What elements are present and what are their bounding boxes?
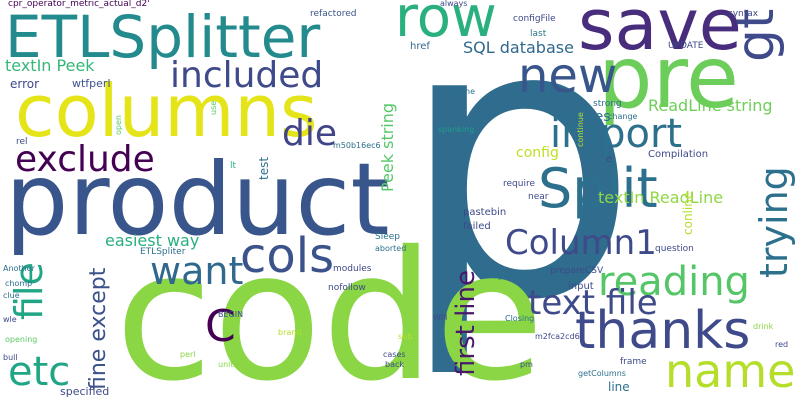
cloud-word: brand <box>278 328 302 337</box>
cloud-word: text file <box>528 283 658 323</box>
cloud-word: Peek string <box>378 102 397 192</box>
cloud-word: change <box>608 112 638 121</box>
cloud-word: question <box>655 244 694 254</box>
cloud-word: thanks <box>575 301 751 361</box>
cloud-word: ETLSpliter <box>140 247 186 257</box>
cloud-word: columns <box>15 69 318 153</box>
cloud-word: continue <box>576 112 585 147</box>
cloud-word: easiest way <box>105 231 200 250</box>
cloud-word: want <box>150 249 244 293</box>
cloud-word: near <box>528 192 549 202</box>
cloud-word: rel <box>16 137 28 147</box>
cloud-word: configFile <box>513 14 556 24</box>
cloud-word: wtfperl <box>72 77 111 90</box>
cloud-word: product <box>5 141 390 258</box>
cloud-word: pre <box>598 28 739 128</box>
cloud-word: code <box>115 213 545 400</box>
cloud-word: sub <box>398 332 413 341</box>
cloud-word: bull <box>3 353 18 362</box>
cloud-word: Compilation <box>648 149 709 160</box>
cloud-word: m2fca2cd6 <box>535 332 580 341</box>
cloud-word: first line <box>451 270 481 376</box>
cloud-word: Closing <box>505 314 535 323</box>
cloud-word: config <box>516 145 559 161</box>
cloud-word: die <box>282 113 338 154</box>
cloud-word: open <box>114 115 123 135</box>
cloud-word: Another <box>3 264 35 273</box>
cloud-word: failed <box>463 221 491 232</box>
cloud-word: require <box>503 179 535 189</box>
cloud-word: pastebin <box>463 207 507 218</box>
cloud-word: always <box>440 0 468 8</box>
cloud-word: unit <box>218 360 234 369</box>
cloud-word: cases <box>383 350 406 359</box>
cloud-word: configFile <box>478 271 516 280</box>
cloud-word: C <box>205 301 236 352</box>
cloud-word: Sleep <box>375 232 401 242</box>
cloud-word: BEGIN <box>218 310 244 319</box>
cloud-word: strong <box>593 99 622 109</box>
cloud-word: save <box>578 0 742 66</box>
cloud-word: nofollow <box>328 283 366 293</box>
cloud-word: aborted <box>375 244 407 253</box>
cloud-word: line <box>608 380 630 394</box>
cloud-word: ETLSplitter <box>5 3 321 71</box>
cloud-word: import <box>550 111 683 157</box>
cloud-word: spanking <box>438 125 475 134</box>
cloud-word: fine except <box>86 267 111 390</box>
cloud-word: p <box>398 0 640 383</box>
cloud-word: back <box>385 360 405 369</box>
cloud-word: specified <box>60 385 110 398</box>
cloud-word: Split <box>538 157 658 220</box>
cloud-word: frame <box>620 357 647 367</box>
cloud-word: cols <box>240 228 335 284</box>
cloud-word: getColumns <box>578 369 626 378</box>
cloud-word: prepareCSV <box>550 266 604 276</box>
cloud-word: red <box>775 340 789 349</box>
cloud-word: Will <box>433 313 448 322</box>
cloud-word: perl <box>180 350 196 359</box>
cloud-word: exclude <box>15 139 155 180</box>
cloud-word: ReadLine string <box>648 96 773 115</box>
cloud-word: lt <box>230 161 237 171</box>
cloud-word: wle <box>3 315 17 324</box>
cloud-word: drink <box>753 322 774 331</box>
cloud-word: new <box>518 48 618 104</box>
cloud-word: SQL database <box>463 38 574 57</box>
cloud-word: Column1 <box>505 223 657 263</box>
cloud-word: last <box>530 29 547 39</box>
cloud-word: conline <box>681 191 695 235</box>
cloud-word: opening <box>5 335 38 344</box>
cloud-word: chomp <box>5 279 33 288</box>
cloud-word: m50b16ec6 <box>333 141 381 150</box>
cloud-word: e <box>606 154 613 165</box>
cloud-word: row <box>395 0 497 50</box>
cloud-word: pm <box>520 360 533 369</box>
cloud-word: use <box>209 100 218 115</box>
cloud-word: input <box>568 281 594 292</box>
cloud-word: name <box>665 344 796 398</box>
cloud-word: UPDATE <box>668 41 704 51</box>
cloud-word: refactored <box>310 9 357 19</box>
cloud-word: syntax <box>728 9 759 19</box>
cloud-word: reading <box>598 259 750 305</box>
cloud-word: values <box>565 109 611 125</box>
cloud-word: href <box>410 41 430 52</box>
cloud-word: cpr_operator_metric_actual_d2' <box>8 0 150 9</box>
cloud-word: come <box>453 87 476 96</box>
cloud-word: trying <box>752 166 796 278</box>
cloud-word: clue <box>3 291 20 300</box>
cloud-word: modules <box>333 264 372 274</box>
cloud-word: test <box>257 156 271 180</box>
cloud-word: error <box>10 77 40 91</box>
cloud-word: included <box>170 55 324 96</box>
cloud-word: etc <box>8 349 71 395</box>
cloud-word: textIn ReadLine <box>598 188 724 207</box>
cloud-word: textIn Peek <box>5 56 95 75</box>
